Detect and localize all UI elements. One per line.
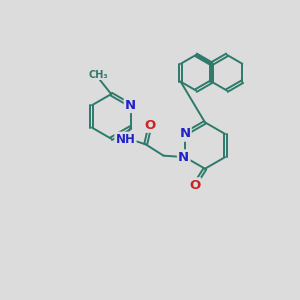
Text: N: N (125, 99, 136, 112)
Text: O: O (189, 178, 200, 192)
Text: O: O (145, 118, 156, 131)
Text: N: N (179, 128, 191, 140)
Text: N: N (178, 151, 189, 164)
Text: CH₃: CH₃ (88, 70, 108, 80)
Text: NH: NH (116, 133, 135, 146)
